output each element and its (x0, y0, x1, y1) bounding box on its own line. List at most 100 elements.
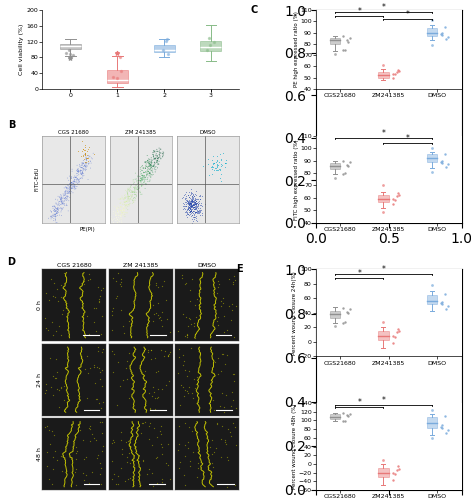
Point (196, 206, 204, 214)
Point (119, 207, 127, 215)
Point (150, 151, 157, 159)
Point (142, 176, 150, 184)
Point (439, 424, 446, 432)
Point (71, 183, 79, 191)
Point (150, 162, 158, 170)
Point (183, 206, 191, 214)
Point (51, 208, 59, 216)
Point (75, 178, 83, 186)
Point (114, 195, 122, 203)
Point (187, 200, 194, 208)
Point (192, 208, 200, 216)
Point (347, 410, 354, 418)
Point (124, 192, 132, 200)
Point (219, 300, 227, 308)
Point (72, 184, 80, 192)
Point (50, 214, 57, 222)
Point (142, 168, 150, 176)
Point (220, 312, 228, 320)
Point (184, 210, 191, 218)
Point (80, 172, 88, 179)
Point (217, 297, 224, 305)
Point (193, 207, 201, 215)
Point (389, 200, 396, 208)
Point (61, 196, 68, 204)
Point (182, 452, 189, 460)
Point (437, 158, 444, 166)
Point (127, 458, 134, 466)
Point (119, 322, 127, 330)
Point (119, 376, 127, 384)
Point (72, 174, 79, 182)
Point (187, 190, 195, 198)
Point (176, 344, 183, 352)
Point (190, 196, 198, 203)
Point (42, 386, 50, 394)
Point (49, 204, 57, 212)
Point (116, 280, 123, 288)
Point (131, 190, 139, 198)
Point (65, 182, 73, 190)
Point (125, 186, 132, 194)
Point (146, 160, 153, 168)
Point (152, 151, 160, 159)
Point (187, 200, 195, 208)
Point (197, 201, 204, 209)
Point (95, 364, 103, 372)
Point (340, 410, 347, 418)
Point (125, 200, 132, 208)
Point (123, 188, 131, 196)
Point (98, 312, 106, 320)
Point (53, 205, 61, 213)
Point (71, 172, 79, 180)
Point (131, 186, 138, 194)
Point (77, 166, 84, 174)
Point (147, 157, 155, 165)
Point (107, 215, 115, 223)
Point (223, 482, 230, 490)
Y-axis label: PE high expressed ratio (%): PE high expressed ratio (%) (294, 12, 299, 88)
Point (65, 190, 72, 198)
Point (215, 165, 223, 173)
Point (151, 158, 158, 166)
Point (196, 212, 203, 220)
Point (164, 50, 171, 58)
Point (109, 74, 116, 82)
Point (146, 172, 153, 180)
Point (156, 428, 164, 436)
Point (114, 218, 122, 226)
Point (185, 191, 192, 199)
Point (87, 276, 94, 283)
Point (68, 188, 75, 196)
Point (116, 200, 124, 207)
Point (395, 190, 402, 198)
Point (60, 192, 68, 200)
Point (380, 62, 387, 70)
Point (193, 202, 200, 209)
Point (148, 160, 155, 168)
Point (195, 199, 203, 207)
Point (185, 200, 193, 207)
Point (138, 176, 146, 184)
Point (76, 162, 84, 170)
Point (185, 423, 193, 431)
Point (153, 156, 160, 164)
Bar (378, 468, 389, 477)
Point (62, 187, 69, 195)
Point (187, 186, 195, 194)
Point (156, 152, 163, 160)
Point (118, 203, 125, 211)
Point (70, 182, 78, 190)
Point (137, 190, 145, 198)
Point (139, 182, 146, 190)
Point (187, 198, 194, 206)
Point (183, 196, 190, 204)
Point (193, 195, 200, 203)
Point (191, 200, 199, 207)
Point (63, 183, 70, 191)
Point (52, 293, 59, 301)
Point (67, 174, 74, 182)
Point (96, 400, 103, 407)
Point (52, 213, 59, 221)
Point (131, 188, 138, 196)
